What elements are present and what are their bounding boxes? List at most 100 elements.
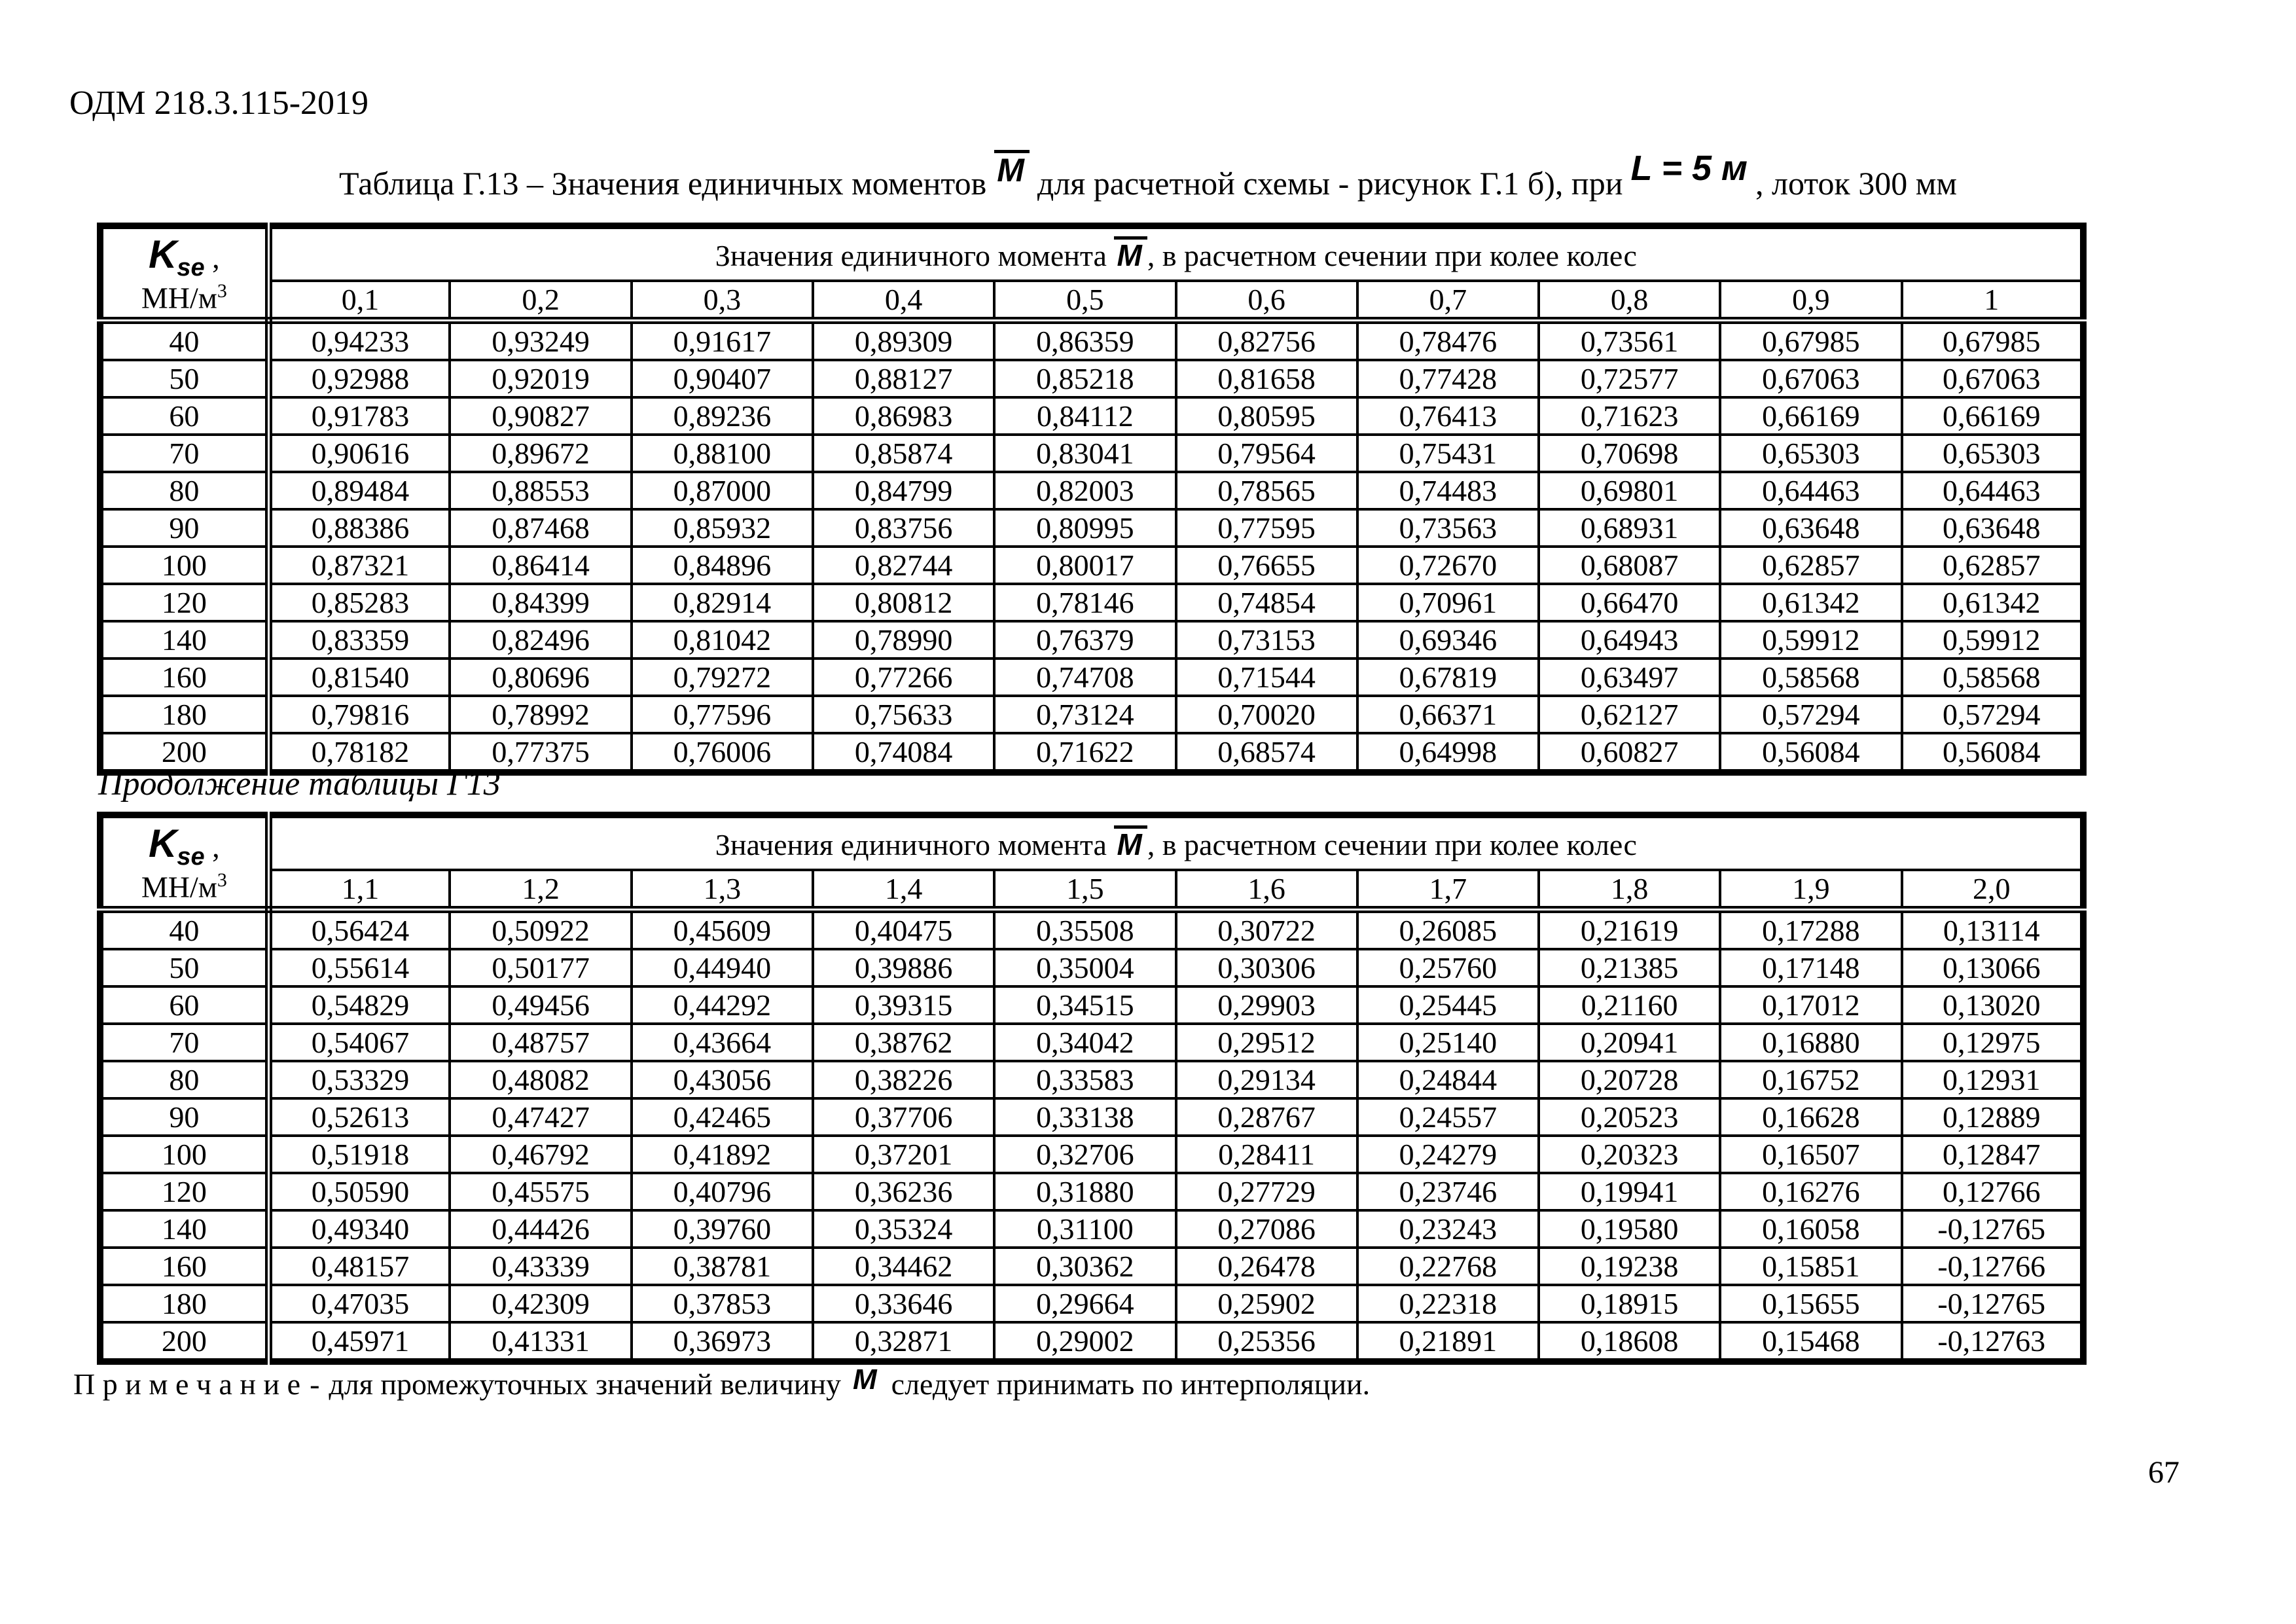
moment-value-cell: 0,68574 <box>1174 732 1359 774</box>
moment-value-cell: 0,78990 <box>811 620 996 660</box>
moment-value-cell: 0,86983 <box>811 396 996 436</box>
moment-value-cell: 0,66169 <box>1719 396 1903 436</box>
moment-value-cell: 0,20941 <box>1537 1022 1722 1062</box>
moment-value-cell: 0,62857 <box>1719 545 1903 585</box>
column-header: 0,8 <box>1537 280 1722 324</box>
k-value-cell: 200 <box>98 732 272 774</box>
moment-value-cell: 0,74084 <box>811 732 996 774</box>
moment-value-cell: 0,21160 <box>1537 985 1722 1025</box>
moment-value-cell: 0,13020 <box>1900 985 2085 1025</box>
moment-value-cell: 0,73124 <box>993 695 1177 734</box>
table-row: 60 0,54829 0,49456 0,44292 0,39315 0,34515 0,2… <box>98 985 2085 1025</box>
moment-value-cell: 0,58568 <box>1719 657 1903 697</box>
table-row: 140 0,49340 0,44426 0,39760 0,35324 0,31100 0,… <box>98 1209 2085 1249</box>
m-bar-icon: M <box>1114 825 1147 861</box>
moment-value-cell: 0,61342 <box>1900 583 2085 623</box>
moment-value-cell: 0,74483 <box>1355 471 1541 511</box>
moment-value-cell: 0,66371 <box>1355 695 1541 734</box>
moment-value-cell: 0,55614 <box>267 948 452 988</box>
moment-value-cell: 0,50922 <box>448 908 633 950</box>
k-value-cell: 160 <box>98 657 272 697</box>
moment-value-cell: 0,83041 <box>993 433 1177 473</box>
moment-value-cell: 0,38226 <box>811 1060 996 1100</box>
column-header: 1,1 <box>267 869 452 913</box>
k-value-cell: 120 <box>98 1172 272 1212</box>
column-header: 0,9 <box>1719 280 1903 324</box>
moment-value-cell: 0,32871 <box>811 1321 996 1363</box>
k-value-cell: 40 <box>98 319 272 361</box>
moment-value-cell: 0,41331 <box>448 1321 633 1363</box>
table-row: 120 0,85283 0,84399 0,82914 0,80812 0,78146 0,… <box>98 583 2085 623</box>
moment-value-cell: 0,62857 <box>1900 545 2085 585</box>
moment-value-cell: 0,19580 <box>1537 1209 1722 1249</box>
moment-value-cell: 0,35508 <box>993 908 1177 950</box>
moment-value-cell: 0,82003 <box>993 471 1177 511</box>
moment-value-cell: 0,46792 <box>448 1134 633 1174</box>
column-header: 1,5 <box>993 869 1177 913</box>
moment-value-cell: 0,27086 <box>1174 1209 1359 1249</box>
moments-table-part1: Kse , МН/м3 Значения единичного момента … <box>97 223 2087 776</box>
moment-value-cell: 0,16276 <box>1719 1172 1903 1212</box>
k-value-cell: 80 <box>98 1060 272 1100</box>
l-equals-5m-formula: L = 5 м <box>1630 149 1748 188</box>
moment-value-cell: 0,47035 <box>267 1284 452 1324</box>
column-header: 0,5 <box>993 280 1177 324</box>
moment-value-cell: 0,89309 <box>811 319 996 361</box>
moment-value-cell: 0,70020 <box>1174 695 1359 734</box>
table-row: 40 0,56424 0,50922 0,45609 0,40475 0,35508 0,3… <box>98 908 2085 950</box>
moment-value-cell: 0,39760 <box>630 1209 814 1249</box>
k-value-cell: 60 <box>98 985 272 1025</box>
moment-value-cell: 0,82914 <box>630 583 814 623</box>
caption-suffix: , лоток 300 мм <box>1755 165 1958 202</box>
moment-value-cell: 0,76006 <box>630 732 814 774</box>
moment-value-cell: 0,92988 <box>267 359 452 399</box>
moment-value-cell: 0,57294 <box>1900 695 2085 734</box>
moment-value-cell: 0,81658 <box>1174 359 1359 399</box>
moment-value-cell: 0,67985 <box>1719 319 1903 361</box>
moment-value-cell: 0,64463 <box>1719 471 1903 511</box>
note-label: П р и м е ч а н и е <box>73 1367 301 1401</box>
moment-value-cell: 0,80696 <box>448 657 633 697</box>
table-row: 160 0,48157 0,43339 0,38781 0,34462 0,30362 0,… <box>98 1246 2085 1286</box>
moment-value-cell: 0,77375 <box>448 732 633 774</box>
moment-value-cell: 0,32706 <box>993 1134 1177 1174</box>
moment-value-cell: 0,16507 <box>1719 1134 1903 1174</box>
k-value-cell: 180 <box>98 695 272 734</box>
column-header: 1,3 <box>630 869 814 913</box>
moment-value-cell: 0,84896 <box>630 545 814 585</box>
moment-value-cell: 0,30306 <box>1174 948 1359 988</box>
moment-value-cell: 0,88100 <box>630 433 814 473</box>
table-row: 90 0,88386 0,87468 0,85932 0,83756 0,80995 0,7… <box>98 508 2085 548</box>
moment-value-cell: 0,23243 <box>1355 1209 1541 1249</box>
moment-value-cell: 0,84399 <box>448 583 633 623</box>
moment-value-cell: 0,63648 <box>1719 508 1903 548</box>
moment-value-cell: 0,89484 <box>267 471 452 511</box>
moment-value-cell: 0,45609 <box>630 908 814 950</box>
column-header: 1,7 <box>1355 869 1541 913</box>
moment-value-cell: 0,31100 <box>993 1209 1177 1249</box>
moment-value-cell: 0,87000 <box>630 471 814 511</box>
moment-value-cell: 0,33583 <box>993 1060 1177 1100</box>
moment-value-cell: 0,92019 <box>448 359 633 399</box>
note-dash: - <box>310 1367 320 1401</box>
column-header: 0,6 <box>1174 280 1359 324</box>
table-row: 120 0,50590 0,45575 0,40796 0,36236 0,31880 0,… <box>98 1172 2085 1212</box>
moment-value-cell: 0,73561 <box>1537 319 1722 361</box>
moment-value-cell: 0,25760 <box>1355 948 1541 988</box>
k-value-cell: 80 <box>98 471 272 511</box>
moments-table-part2: Kse , МН/м3 Значения единичного момента … <box>97 812 2087 1365</box>
moment-value-cell: 0,86359 <box>993 319 1177 361</box>
moment-value-cell: 0,25356 <box>1174 1321 1359 1363</box>
moment-value-cell: 0,78992 <box>448 695 633 734</box>
k-value-cell: 40 <box>98 908 272 950</box>
moment-value-cell: 0,82756 <box>1174 319 1359 361</box>
column-header-row: 1,1 1,2 1,3 1,4 1,5 1,6 1,7 1,8 1,9 2,0 <box>100 869 2085 913</box>
column-header: 1 <box>1900 280 2085 324</box>
moment-value-cell: 0,37853 <box>630 1284 814 1324</box>
table-body: 40 0,56424 0,50922 0,45609 0,40475 0,35508 0,3… <box>98 908 2085 1363</box>
moment-values-header: Значения единичного момента M, в расчетн… <box>267 814 2085 871</box>
moment-value-cell: 0,78182 <box>267 732 452 774</box>
moment-value-cell: 0,49456 <box>448 985 633 1025</box>
moment-value-cell: 0,61342 <box>1719 583 1903 623</box>
